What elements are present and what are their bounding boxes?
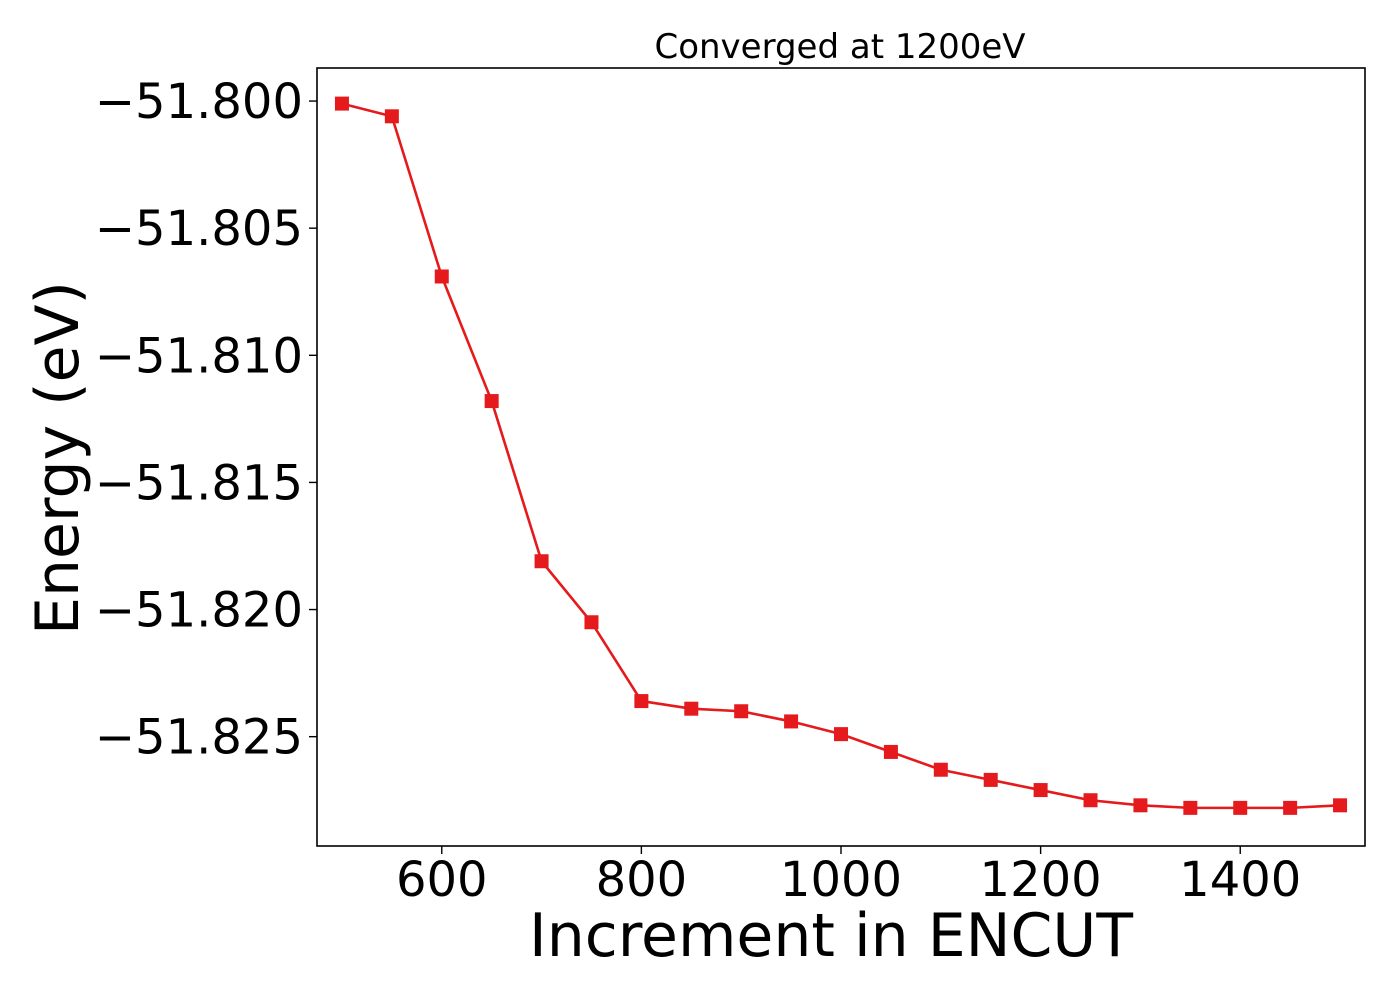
x-axis-ticks: 600 800 1000 1200 1400: [396, 846, 1301, 908]
x-tick-label: 1200: [980, 852, 1102, 908]
data-point-marker: [384, 109, 399, 124]
data-point-marker: [933, 762, 948, 777]
data-point-marker: [484, 394, 499, 409]
data-point-marker: [834, 727, 848, 742]
data-point-marker: [1283, 800, 1298, 815]
data-point-marker: [334, 96, 349, 111]
data-point-marker: [684, 701, 699, 716]
y-tick-label: −51.825: [95, 710, 303, 766]
data-point-marker: [784, 714, 799, 729]
data-point-marker: [1033, 783, 1048, 798]
y-axis-label: Energy (eV): [23, 281, 93, 635]
x-tick-label: 1400: [1179, 852, 1301, 908]
y-tick-label: −51.810: [95, 328, 303, 384]
data-point-marker: [734, 704, 749, 719]
chart-title: Converged at 1200eV: [654, 27, 1025, 67]
x-tick-label: 1000: [780, 852, 902, 908]
x-axis-label: Increment in ENCUT: [529, 901, 1133, 971]
data-point-marker: [983, 772, 998, 787]
data-point-marker: [634, 694, 649, 709]
x-tick-label: 600: [396, 852, 488, 908]
data-point-marker: [1183, 800, 1198, 815]
data-point-marker: [434, 269, 449, 284]
y-tick-label: −51.805: [95, 201, 303, 257]
y-tick-label: −51.800: [95, 74, 303, 130]
y-tick-label: −51.820: [95, 583, 303, 639]
data-point-marker: [534, 554, 549, 569]
data-point-marker: [584, 615, 599, 630]
y-tick-label: −51.815: [95, 455, 303, 511]
data-point-marker: [1083, 793, 1098, 808]
data-point-marker: [1333, 798, 1348, 813]
y-axis-ticks: −51.800 −51.805 −51.810 −51.815 −51.820 −51.8…: [95, 74, 317, 766]
series-layer: [334, 96, 1348, 815]
data-point-marker: [1233, 800, 1248, 815]
data-point-marker: [1133, 798, 1148, 813]
series-line: [341, 102, 1341, 810]
data-point-marker: [883, 744, 898, 759]
x-tick-label: 800: [596, 852, 688, 908]
